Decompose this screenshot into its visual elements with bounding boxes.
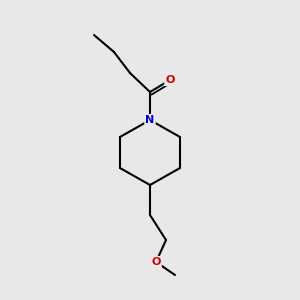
- Text: O: O: [165, 75, 175, 85]
- Text: O: O: [151, 257, 161, 267]
- Text: N: N: [146, 115, 154, 125]
